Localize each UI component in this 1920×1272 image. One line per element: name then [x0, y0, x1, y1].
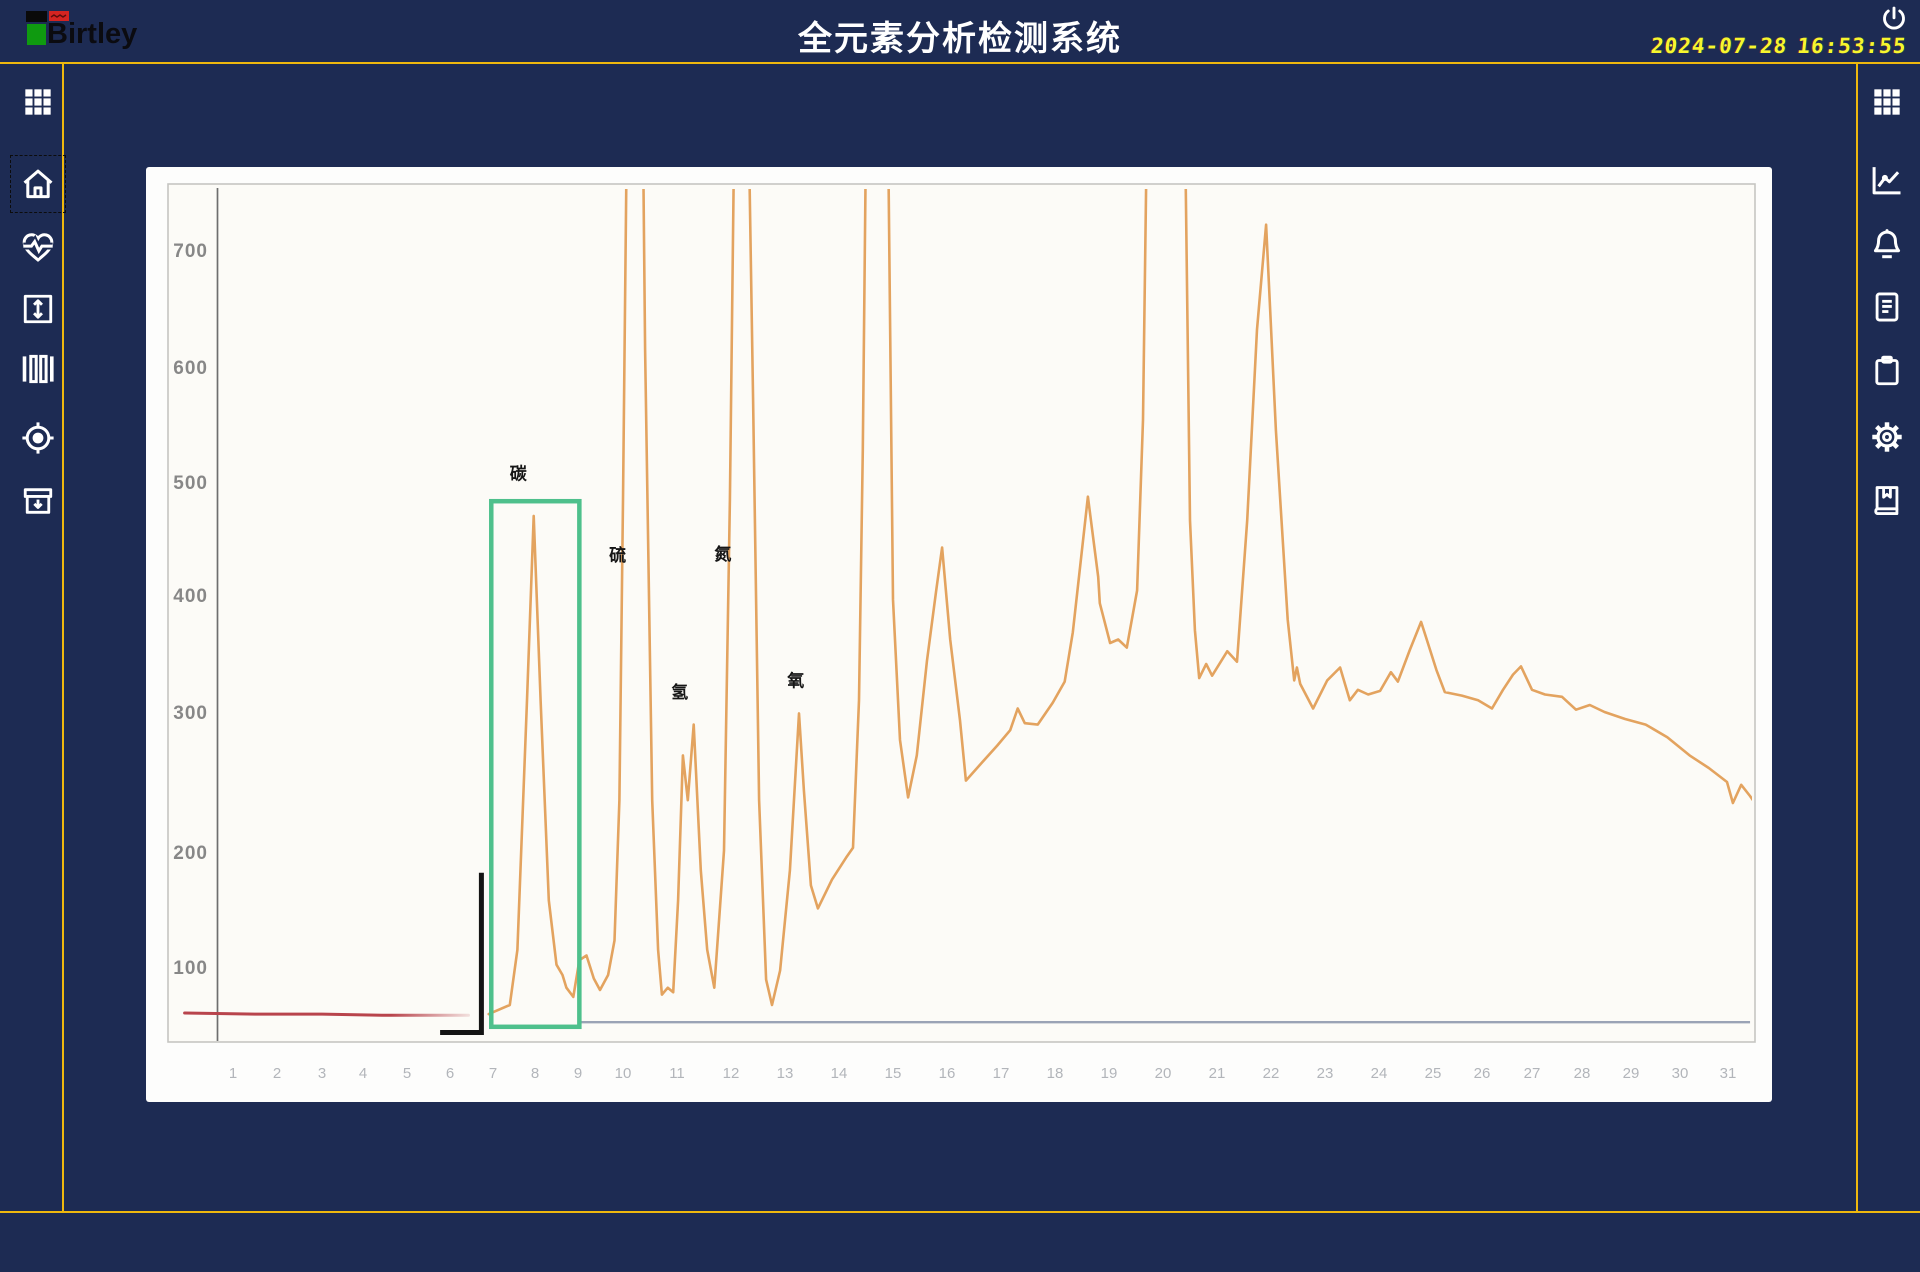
logo-black-square [26, 11, 47, 22]
x-tick-label: 27 [1524, 1065, 1541, 1082]
header-divider-line [0, 62, 1920, 64]
x-tick-label: 14 [831, 1065, 848, 1082]
heartbeat-icon [22, 233, 54, 262]
y-tick-label: 500 [173, 473, 208, 494]
x-tick-label: 13 [777, 1065, 794, 1082]
time-text: 16:53:55 [1796, 34, 1909, 58]
apps-grid-icon [25, 89, 51, 115]
home-focus-outline [10, 155, 66, 213]
x-tick-label: 20 [1155, 1065, 1172, 1082]
page-title: 全元素分析检测系统 [798, 20, 1122, 58]
sidebar-item-trend-chart[interactable] [1864, 157, 1910, 203]
chart-panel: 碳硫氢氮氧 1 2 3 4 5 6 7 8 9 10 11 12 13 14 15 16 17 18 19 20 21 22… [146, 167, 1772, 1102]
element-label-碳: 碳 [510, 464, 528, 484]
trace-signal [487, 189, 1752, 1016]
datetime-display: 2024-07-28 16:53:55 [1650, 34, 1908, 58]
x-tick-label: 12 [723, 1065, 740, 1082]
x-tick-label: 23 [1317, 1065, 1334, 1082]
x-tick-label: 29 [1623, 1065, 1640, 1082]
x-tick-label: 10 [615, 1065, 632, 1082]
y-tick-label: 300 [173, 703, 208, 724]
x-tick-label: 21 [1209, 1065, 1226, 1082]
trend-chart-icon [1872, 167, 1901, 195]
x-tick-label: 2 [273, 1065, 281, 1082]
sidebar-item-report[interactable] [1864, 284, 1910, 330]
date-text: 2024-07-28 [1650, 34, 1790, 58]
left-sidebar-divider-line [62, 62, 64, 1213]
x-tick-label: 25 [1425, 1065, 1442, 1082]
x-tick-label: 19 [1101, 1065, 1118, 1082]
x-tick-label: 9 [574, 1065, 582, 1082]
scanned-chromatogram-paper [167, 183, 1756, 1043]
x-tick-label: 15 [885, 1065, 902, 1082]
x-tick-label: 24 [1371, 1065, 1388, 1082]
sidebar-item-settings[interactable] [1864, 414, 1910, 460]
x-tick-label: 22 [1263, 1065, 1280, 1082]
gear-icon [1872, 422, 1902, 452]
x-tick-label: 31 [1720, 1065, 1737, 1082]
y-tick-label: 200 [173, 843, 208, 864]
logo-red-square [49, 11, 69, 21]
x-tick-label: 17 [993, 1065, 1010, 1082]
black-bracket-marker [440, 872, 484, 1035]
x-tick-label: 30 [1672, 1065, 1689, 1082]
x-tick-label: 16 [939, 1065, 956, 1082]
apps-grid-icon [1874, 89, 1900, 115]
x-tick-label: 5 [403, 1065, 411, 1082]
y-tick-label: 600 [173, 358, 208, 379]
y-tick-label: 100 [173, 958, 208, 979]
home-icon [23, 169, 53, 199]
sidebar-item-home[interactable] [10, 155, 66, 213]
x-tick-label: 6 [446, 1065, 454, 1082]
x-tick-label: 7 [489, 1065, 497, 1082]
book-icon [1874, 486, 1899, 516]
header-bar: Birtley 全元素分析检测系统 2024-07-28 16:53:55 [0, 0, 1920, 62]
sidebar-item-alarms[interactable] [1864, 222, 1910, 268]
x-tick-label: 1 [229, 1065, 237, 1082]
x-tick-label: 4 [359, 1065, 367, 1082]
sidebar-item-apps-grid-right[interactable] [1864, 79, 1910, 125]
archive-down-icon [23, 488, 53, 514]
sidebar-item-range-expand[interactable] [15, 286, 61, 332]
y-tick-label: 700 [173, 241, 208, 262]
sidebar-item-target[interactable] [15, 415, 61, 461]
sidebar-item-archive[interactable] [15, 478, 61, 524]
sidebar-item-manual[interactable] [1864, 477, 1910, 523]
logo-green-square [27, 24, 46, 45]
right-sidebar-divider-line [1856, 62, 1858, 1213]
x-tick-label: 26 [1474, 1065, 1491, 1082]
x-tick-label: 18 [1047, 1065, 1064, 1082]
bell-icon [1873, 229, 1901, 259]
target-icon [22, 422, 54, 454]
element-label-硫: 硫 [609, 545, 626, 565]
sidebar-item-apps-grid[interactable] [15, 79, 61, 125]
y-tick-label: 400 [173, 586, 208, 607]
document-icon [1875, 292, 1899, 322]
trace-baseline-red [183, 1011, 470, 1017]
x-tick-label: 28 [1574, 1065, 1591, 1082]
element-label-氢: 氢 [671, 682, 688, 702]
power-icon[interactable] [1879, 4, 1909, 34]
sidebar-item-barcode[interactable] [15, 346, 61, 392]
sidebar-item-tasks[interactable] [1864, 348, 1910, 394]
sidebar-item-health-monitor[interactable] [15, 224, 61, 270]
footer-divider-line [0, 1211, 1920, 1213]
element-label-氮: 氮 [714, 544, 731, 564]
expand-vertical-icon [23, 294, 53, 324]
x-tick-label: 3 [318, 1065, 326, 1082]
barcode-icon [22, 354, 54, 384]
brand-logo: Birtley [26, 9, 186, 53]
carbon-highlight-box [489, 498, 582, 1030]
element-label-氧: 氧 [786, 670, 804, 690]
brand-name: Birtley [47, 18, 138, 50]
clipboard-icon [1875, 355, 1899, 386]
x-tick-label: 8 [531, 1065, 539, 1082]
x-tick-label: 11 [669, 1065, 685, 1082]
